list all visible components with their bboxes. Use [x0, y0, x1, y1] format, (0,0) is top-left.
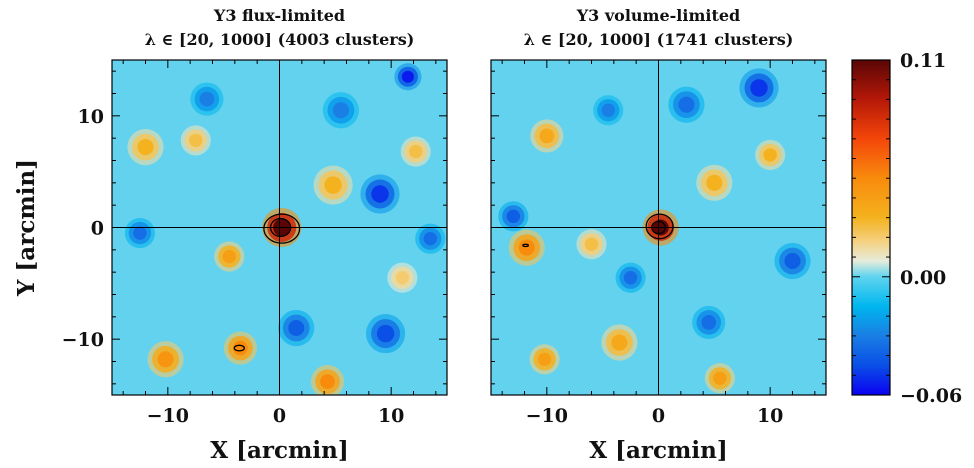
panel-flux-limited: Y3 flux-limited λ ∈ [20, 1000] (4003 clu… — [13, 6, 448, 464]
x-tick-label: −10 — [147, 405, 189, 427]
y-tick-label: 10 — [78, 106, 104, 128]
x-tick-label: 10 — [378, 405, 404, 427]
colorbar: 0.11 0.00 −0.06 — [851, 50, 962, 407]
x-axis-label: X [arcmin] — [589, 437, 727, 464]
colorbar-label: 0.00 — [900, 267, 946, 289]
x-axis-label: X [arcmin] — [210, 437, 348, 464]
colorbar-label: 0.11 — [900, 50, 946, 72]
x-tick-label: −10 — [526, 405, 568, 427]
y-tick-label: −10 — [62, 329, 104, 351]
axis-ticks — [112, 60, 447, 395]
x-tick-label: 10 — [757, 405, 783, 427]
crosshair — [491, 60, 826, 395]
crosshair — [112, 60, 447, 395]
panel-volume-limited: Y3 volume-limited λ ∈ [20, 1000] (1741 c… — [490, 6, 827, 464]
y-axis-label: Y [arcmin] — [13, 159, 40, 297]
panel-title-line1: Y3 flux-limited — [213, 6, 345, 25]
axis-ticks — [491, 60, 826, 395]
colorbar-ticks — [852, 79, 890, 376]
panel-title-line2: λ ∈ [20, 1000] (4003 clusters) — [145, 30, 415, 49]
x-tick-label: 0 — [273, 405, 286, 427]
y-tick-label: 0 — [91, 218, 104, 240]
x-tick-label: 0 — [652, 405, 665, 427]
panel-title-line1: Y3 volume-limited — [576, 6, 740, 25]
colorbar-label: −0.06 — [900, 385, 962, 407]
panel-title-line2: λ ∈ [20, 1000] (1741 clusters) — [524, 30, 794, 49]
colorbar-gradient — [851, 59, 891, 396]
